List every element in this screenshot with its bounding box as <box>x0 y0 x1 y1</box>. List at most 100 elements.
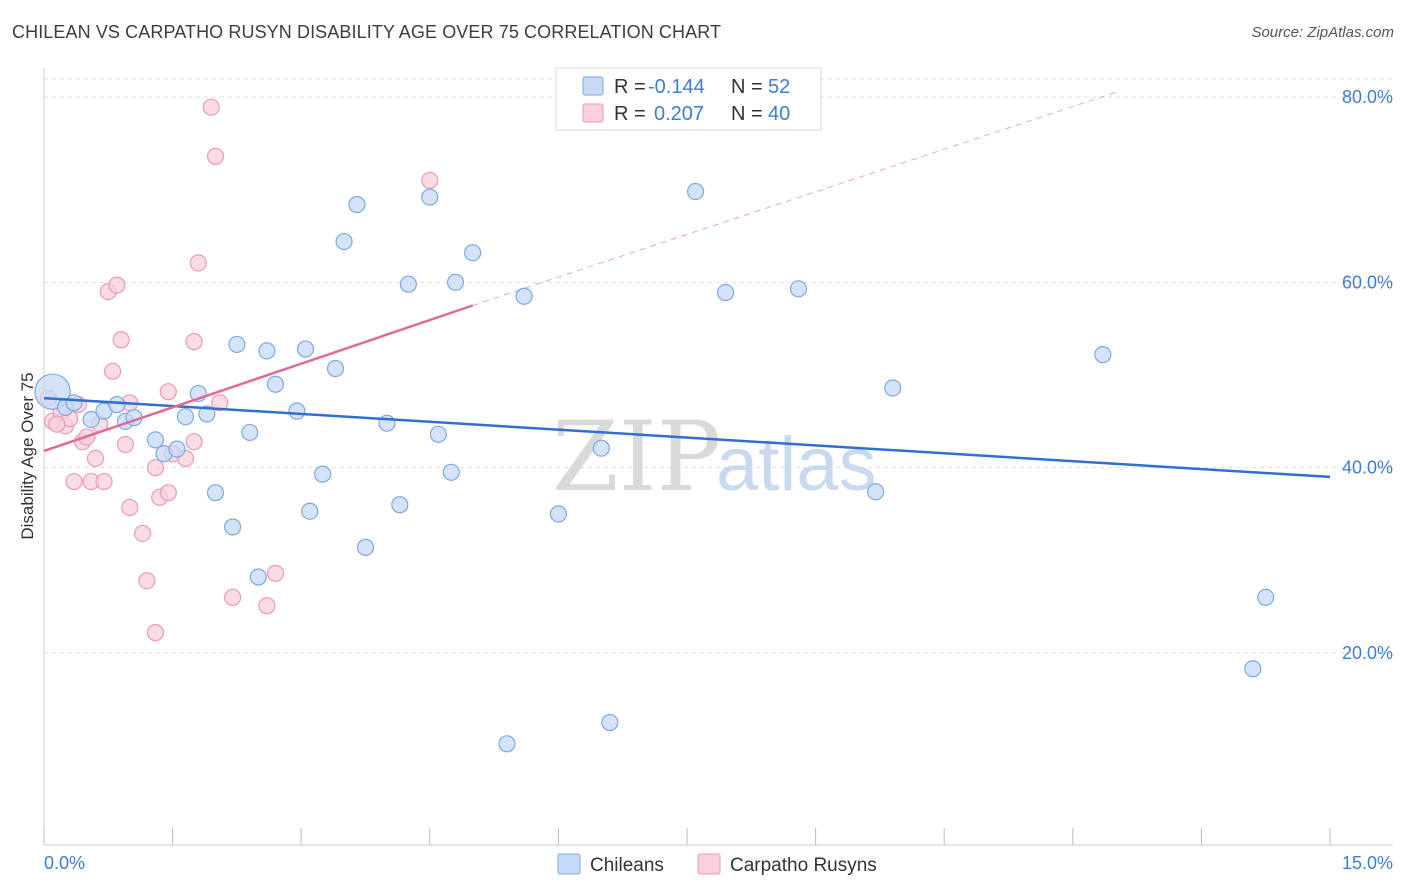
chilean-point-24 <box>314 465 332 483</box>
bottom-legend: Chileans Carpatho Rusyns <box>557 853 877 876</box>
bottom-legend-rusyns: Carpatho Rusyns <box>730 855 877 876</box>
rusyn-point-30 <box>185 333 203 351</box>
chilean-point-25 <box>326 359 345 378</box>
legend-n-label-1: N = <box>731 76 763 98</box>
chilean-point-33 <box>429 425 447 443</box>
rusyn-point-39 <box>48 415 66 433</box>
chilean-point-41 <box>601 713 619 732</box>
chilean-point-3 <box>82 410 100 429</box>
chilean-point-48 <box>1257 588 1275 607</box>
rusyn-point-32 <box>202 98 220 116</box>
chilean-point-2 <box>65 394 83 412</box>
chilean-point-43 <box>716 283 735 302</box>
bottom-legend-swatch-chileans <box>557 853 581 875</box>
chilean-point-5 <box>108 396 126 414</box>
rusyn-point-28 <box>189 254 207 272</box>
chilean-point-42 <box>686 182 705 201</box>
rusyn-point-27 <box>185 433 203 451</box>
source-label: Source: ZipAtlas.com <box>1251 24 1394 41</box>
rusyn-point-35 <box>258 597 276 615</box>
chilean-point-19 <box>258 342 276 360</box>
rusyn-point-33 <box>206 147 225 165</box>
rusyn-point-26 <box>159 484 177 502</box>
rusyn-point-24 <box>159 383 177 401</box>
chilean-point-20 <box>266 375 285 393</box>
watermark-zip: ZIP <box>552 401 721 513</box>
rusyn-point-37 <box>421 171 439 189</box>
legend-n-label-2: N = <box>731 103 763 125</box>
legend-r-value-2: 0.207 <box>654 103 704 125</box>
bottom-legend-chileans: Chileans <box>590 855 664 876</box>
grid <box>44 78 1393 654</box>
trend-lines <box>43 91 1331 479</box>
chilean-point-17 <box>241 423 259 442</box>
chilean-point-38 <box>515 287 533 305</box>
chilean-point-21 <box>288 402 306 420</box>
legend-r-label-1: R = <box>614 76 646 98</box>
chilean-point-36 <box>464 244 482 262</box>
x-tick-label-max: 15.0% <box>1342 853 1393 873</box>
rusyn-points <box>39 98 439 642</box>
watermark-atlas: atlas <box>716 422 877 507</box>
legend-n-value-2: 40 <box>768 103 790 125</box>
chilean-point-40 <box>592 439 610 457</box>
chilean-point-31 <box>399 275 417 293</box>
rusyn-point-11 <box>95 472 113 491</box>
chilean-point-13 <box>198 405 216 423</box>
rusyn-point-20 <box>138 572 156 590</box>
rusyn-point-14 <box>108 276 126 294</box>
y-tick-label-20: 20.0% <box>1342 643 1393 663</box>
rusyn-point-10 <box>86 449 105 467</box>
chilean-point-14 <box>206 484 225 502</box>
chilean-point-8 <box>146 431 165 449</box>
legend-r-label-2: R = <box>614 103 646 125</box>
chilean-point-37 <box>498 735 516 753</box>
chilean-point-39 <box>549 505 568 523</box>
chilean-point-16 <box>228 335 246 354</box>
rusyn-trend-extension <box>472 91 1116 306</box>
rusyn-point-13 <box>103 362 122 380</box>
rusyn-point-36 <box>266 564 285 582</box>
rusyn-point-19 <box>133 524 152 543</box>
rusyn-point-15 <box>116 435 135 454</box>
chilean-point-27 <box>348 195 366 214</box>
chilean-point-22 <box>296 340 315 358</box>
chilean-point-11 <box>176 408 195 426</box>
chilean-point-15 <box>224 518 242 536</box>
chilean-point-30 <box>391 496 409 514</box>
chilean-point-18 <box>249 568 267 586</box>
bottom-legend-swatch-rusyns <box>697 853 721 875</box>
y-axis-title: Disability Age Over 75 <box>18 372 37 539</box>
watermark: ZIP atlas <box>552 401 877 513</box>
legend-swatch-chileans <box>582 76 604 96</box>
rusyn-trend-line <box>43 304 474 453</box>
chart-title: CHILEAN VS CARPATHO RUSYN DISABILITY AGE… <box>12 22 722 42</box>
legend: R = -0.144 N = 52 R = 0.207 N = 40 <box>555 67 822 131</box>
chilean-point-32 <box>421 188 439 206</box>
chilean-points <box>34 182 1275 753</box>
chilean-point-28 <box>356 538 375 556</box>
y-tick-label-60: 60.0% <box>1342 272 1393 292</box>
y-tick-label-80: 80.0% <box>1342 87 1393 107</box>
rusyn-point-17 <box>112 331 130 349</box>
legend-r-value-1: -0.144 <box>648 76 705 98</box>
chilean-point-44 <box>789 280 808 298</box>
chilean-point-49 <box>1244 660 1262 678</box>
rusyn-point-5 <box>65 472 83 491</box>
chilean-point-35 <box>446 273 465 291</box>
rusyn-point-34 <box>224 588 242 607</box>
x-ticks <box>43 828 1331 845</box>
y-tick-label-40: 40.0% <box>1342 458 1393 478</box>
legend-swatch-rusyns <box>582 103 604 123</box>
chilean-point-26 <box>335 232 353 251</box>
rusyn-point-21 <box>146 624 165 642</box>
rusyn-point-18 <box>121 498 139 517</box>
y-tick-labels: 20.0% 40.0% 60.0% 80.0% <box>1342 87 1393 663</box>
chilean-point-10 <box>168 440 186 458</box>
chilean-point-46 <box>884 379 902 397</box>
rusyn-point-23 <box>146 459 165 477</box>
axes <box>43 68 1393 846</box>
chilean-point-23 <box>301 502 319 520</box>
chilean-trend-line <box>43 396 1331 479</box>
